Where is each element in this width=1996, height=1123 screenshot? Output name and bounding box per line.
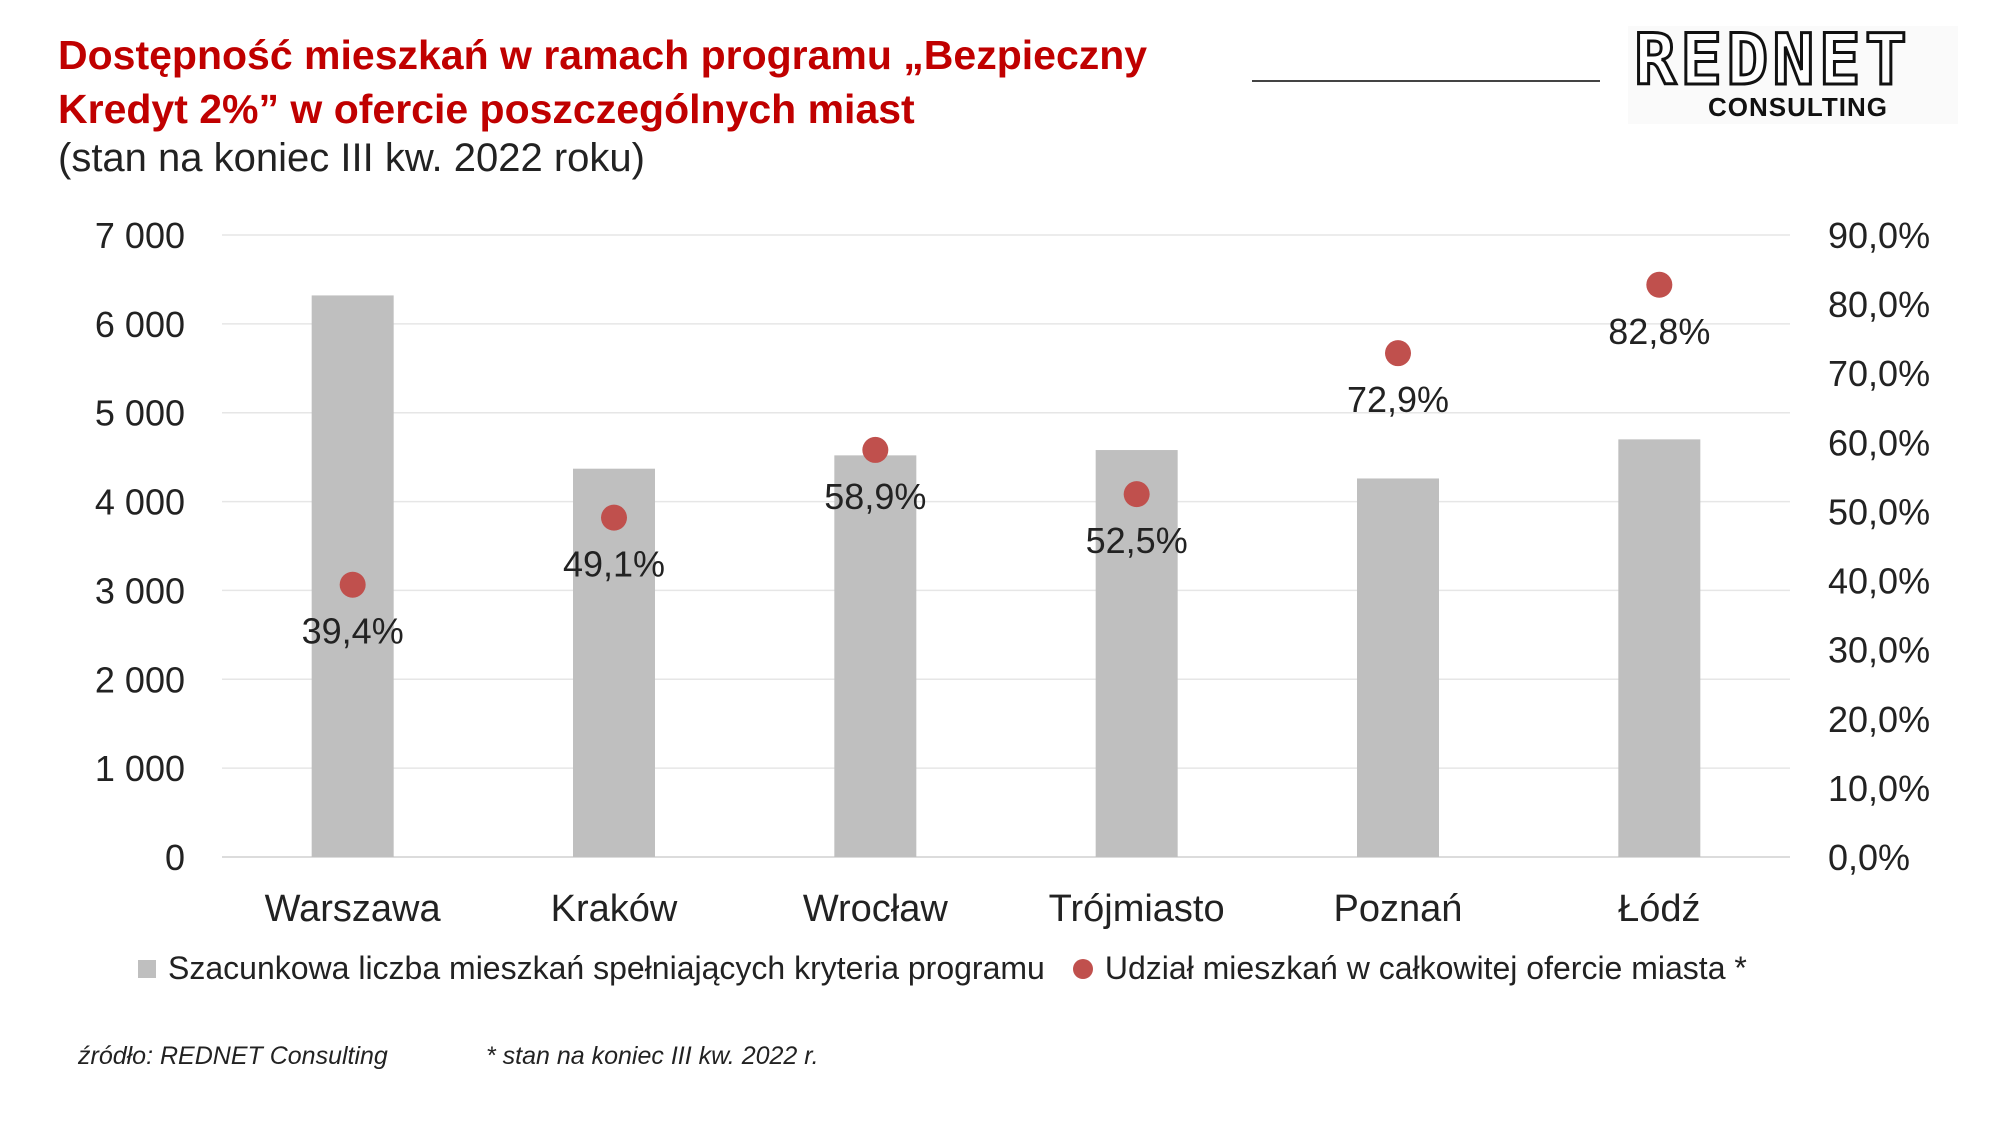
y-right-tick-label: 50,0% <box>1828 491 1930 532</box>
bar <box>834 455 917 857</box>
share-data-label: 49,1% <box>563 544 665 585</box>
y-right-tick-label: 40,0% <box>1828 561 1930 602</box>
chart-title: Dostępność mieszkań w ramach programu „B… <box>58 32 1148 132</box>
y-right-tick-label: 80,0% <box>1828 284 1930 325</box>
share-dot <box>339 571 366 598</box>
share-data-label: 82,8% <box>1608 311 1710 352</box>
y-left-tick-label: 7 000 <box>95 215 185 256</box>
bar <box>573 468 655 857</box>
bar <box>1095 450 1178 857</box>
bar <box>1618 439 1701 857</box>
bar <box>1357 478 1439 857</box>
header-divider <box>1252 80 1600 82</box>
legend-bar-swatch <box>138 959 156 978</box>
y-right-tick-label: 20,0% <box>1828 699 1930 740</box>
x-category-label: Łódź <box>1618 888 1700 930</box>
footer-note: * stan na koniec III kw. 2022 r. <box>486 1042 819 1070</box>
share-dot <box>1385 340 1411 367</box>
x-category-label: Trójmiasto <box>1049 888 1225 930</box>
y-right-tick-label: 10,0% <box>1828 768 1930 809</box>
share-dot <box>1646 271 1673 298</box>
y-right-tick-label: 0,0% <box>1828 837 1910 878</box>
y-left-tick-label: 4 000 <box>95 482 185 523</box>
y-left-tick-label: 1 000 <box>95 748 185 789</box>
rednet-logo: REDNET CONSULTING <box>1628 19 1958 124</box>
y-left-tick-label: 6 000 <box>95 304 185 345</box>
share-data-label: 52,5% <box>1086 520 1188 561</box>
x-category-label: Poznań <box>1334 888 1463 930</box>
share-dot <box>601 504 627 531</box>
legend-dot-label: Udział mieszkań w całkowitej ofercie mia… <box>1104 950 1747 986</box>
x-category-label: Warszawa <box>265 888 442 930</box>
y-left-tick-label: 2 000 <box>95 659 185 700</box>
x-category-label: Wrocław <box>803 888 949 930</box>
y-right-tick-label: 60,0% <box>1828 422 1930 463</box>
footer-source: źródło: REDNET Consulting <box>78 1042 388 1070</box>
y-right-tick-label: 70,0% <box>1828 353 1930 394</box>
y-left-tick-label: 3 000 <box>95 570 185 611</box>
share-data-label: 72,9% <box>1347 379 1449 420</box>
chart-legend: Szacunkowa liczba mieszkań spełniających… <box>138 950 1747 987</box>
share-dot <box>1123 481 1150 508</box>
y-right-tick-label: 90,0% <box>1828 215 1930 256</box>
logo-wordmark: REDNET <box>1633 19 1911 102</box>
y-left-tick-label: 0 <box>165 837 185 878</box>
legend-dot-swatch <box>1072 958 1093 979</box>
chart-subtitle: (stan na koniec III kw. 2022 roku) <box>58 136 645 180</box>
logo-subtitle: CONSULTING <box>1708 92 1888 122</box>
y-right-tick-label: 30,0% <box>1828 630 1930 671</box>
x-category-label: Kraków <box>551 888 678 930</box>
legend-bar-label: Szacunkowa liczba mieszkań spełniających… <box>168 950 1045 986</box>
y-left-tick-label: 5 000 <box>95 393 185 434</box>
share-dot <box>862 436 889 463</box>
share-data-label: 58,9% <box>824 476 926 517</box>
share-data-label: 39,4% <box>302 611 404 652</box>
